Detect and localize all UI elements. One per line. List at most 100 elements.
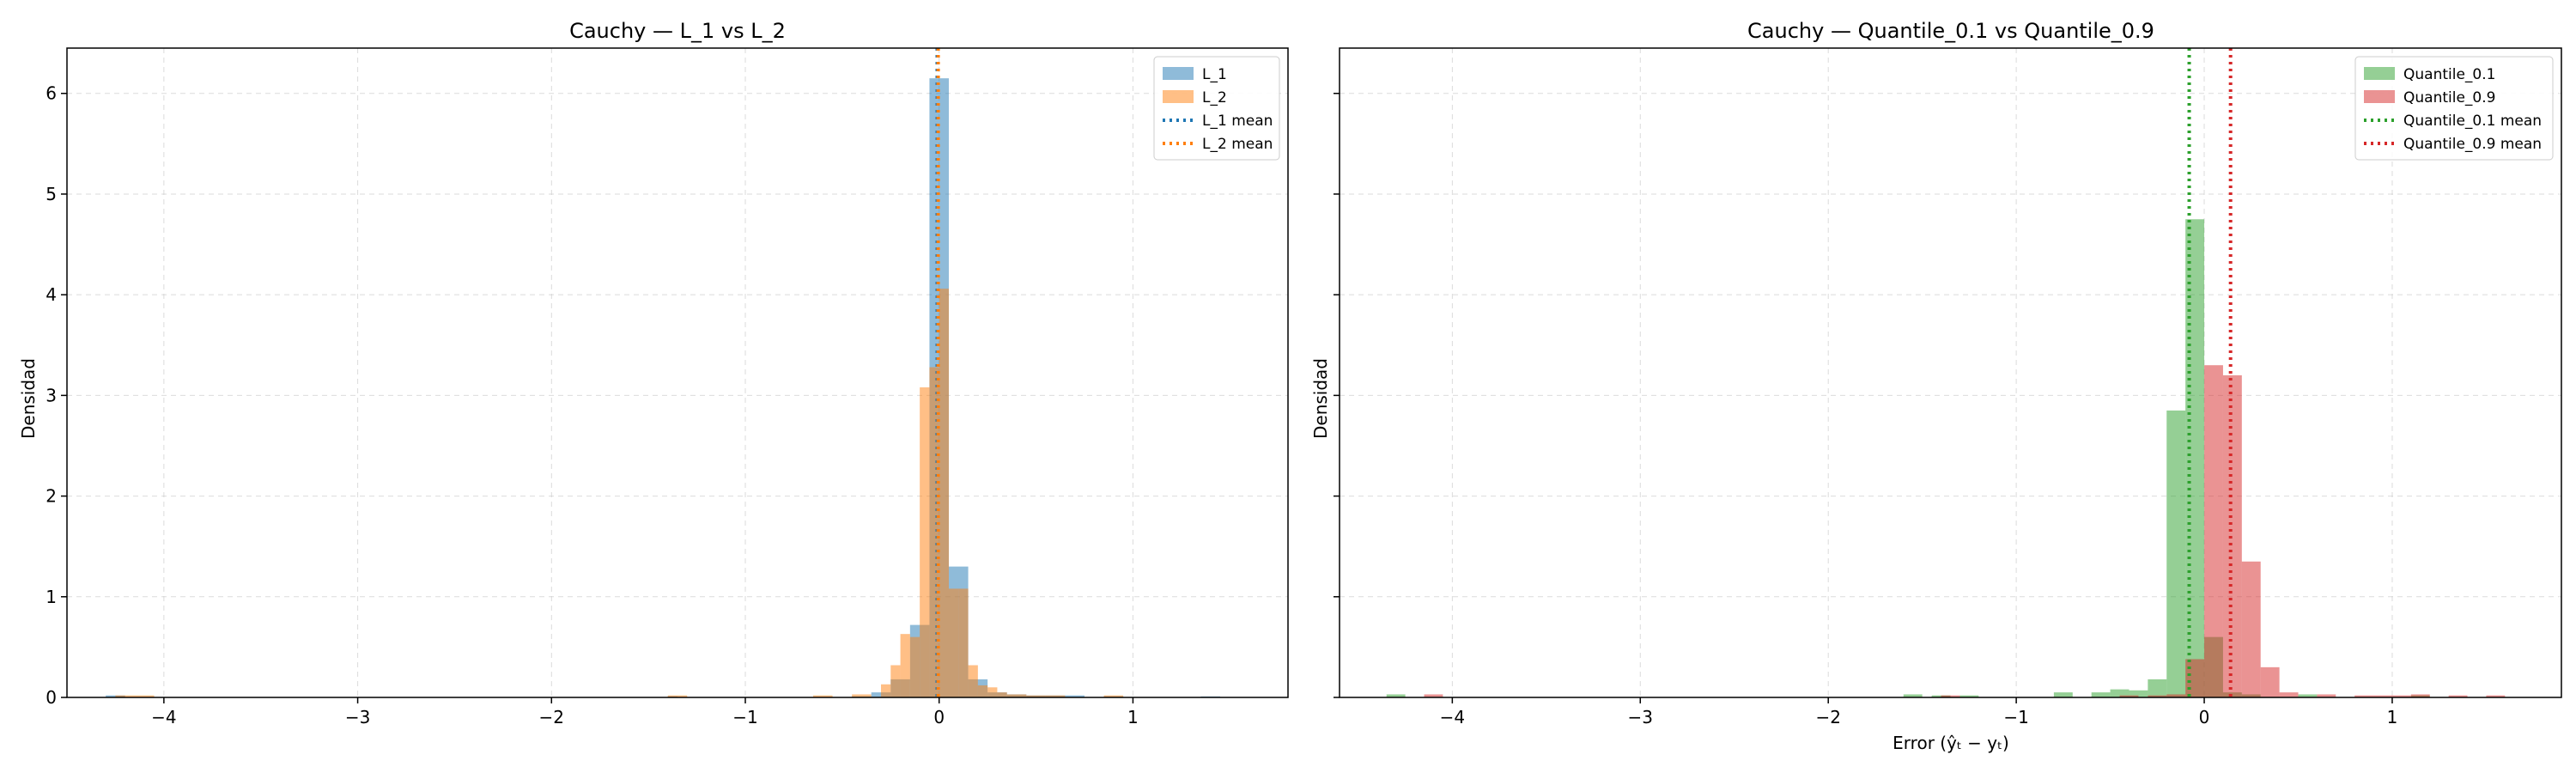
left-legend-swatch-l-1: [1163, 67, 1194, 80]
right-chart-title: Cauchy — Quantile_0.1 vs Quantile_0.9: [1747, 19, 2154, 43]
left-bar-l-2-2: [813, 695, 833, 697]
left-x-tick-label-1: −3: [345, 707, 370, 727]
right-bar-quantile-0-1-8: [2148, 679, 2167, 697]
right-bar-quantile-0-1-5: [2091, 692, 2111, 697]
left-bar-l-2-6: [900, 634, 910, 697]
left-x-tick-label-3: −1: [732, 707, 757, 727]
right-legend-label-quantile-0-9-mean: Quantile_0.9 mean: [2403, 136, 2542, 153]
right-legend-swatch-quantile-0-9: [2364, 90, 2395, 103]
left-y-tick-label-1: 1: [46, 587, 57, 607]
right-bar-quantile-0-1-1: [1903, 694, 1923, 697]
left-bar-l-2-8: [920, 386, 930, 697]
left-y-tick-label-0: 0: [46, 687, 57, 708]
right-bar-quantile-0-1-4: [2053, 692, 2073, 697]
left-bar-l-2-11: [949, 588, 959, 697]
left-legend: L_1 L_2 L_1 mean L_2 mean: [1153, 56, 1280, 161]
right-bar-quantile-0-9-9: [2260, 666, 2280, 697]
right-bar-quantile-0-1-7: [2129, 690, 2148, 697]
left-bar-l-2-9: [929, 367, 939, 697]
left-bar-l-2-10: [939, 289, 949, 697]
right-bar-quantile-0-9-15: [2410, 694, 2430, 697]
right-bar-quantile-0-9-4: [2166, 694, 2186, 697]
right-x-tick-label-4: 0: [2199, 707, 2210, 727]
left-y-tick-label-4: 4: [46, 284, 57, 305]
right-bar-quantile-0-9-5: [2185, 659, 2205, 697]
right-bar-quantile-0-1-6: [2110, 689, 2129, 697]
left-bar-l-2-12: [958, 588, 969, 697]
left-plot-frame: [66, 47, 1289, 698]
left-bar-l-2-1: [667, 695, 688, 697]
left-bar-l-2-19: [1045, 695, 1066, 697]
left-legend-label-l-1-mean: L_1 mean: [1202, 113, 1273, 130]
left-bar-l-2-4: [881, 684, 891, 697]
left-x-ticks: −4 −3 −2 −1 0 1: [151, 697, 1139, 727]
left-bar-l-2-5: [890, 665, 901, 697]
left-bar-l-2-18: [1026, 695, 1046, 697]
left-chart-title: Cauchy — L_1 vs L_2: [569, 19, 786, 43]
right-y-ticks: [1334, 92, 1340, 698]
right-x-axis-label: Error (ŷₜ − yₜ): [1893, 733, 2009, 753]
left-legend-label-l-2-mean: L_2 mean: [1202, 136, 1273, 153]
right-bar-quantile-0-9-17: [2486, 695, 2506, 697]
right-x-tick-label-0: −4: [1440, 707, 1465, 727]
right-x-tick-label-1: −3: [1628, 707, 1653, 727]
right-bar-quantile-0-9-14: [2391, 695, 2411, 697]
left-grid: [67, 48, 1288, 698]
left-bar-l-2-16: [997, 692, 1007, 697]
right-legend-swatch-quantile-0-1: [2364, 67, 2395, 80]
left-x-tick-label-5: 1: [1127, 707, 1139, 727]
right-y-axis-label: Densidad: [1310, 358, 1331, 439]
right-plot-frame: [1339, 47, 2562, 698]
right-bar-quantile-0-1-9: [2166, 410, 2186, 697]
left-bar-l-2-17: [1006, 694, 1027, 697]
left-bar-l-2-13: [968, 665, 978, 697]
left-bar-l-1-13: [1065, 695, 1084, 697]
left-y-tick-label-2: 2: [46, 486, 57, 507]
left-y-tick-label-3: 3: [46, 385, 57, 405]
right-legend-label-quantile-0-9: Quantile_0.9: [2403, 89, 2495, 107]
right-x-tick-label-3: −1: [2003, 707, 2028, 727]
left-mean-lines: [935, 48, 940, 697]
right-legend: Quantile_0.1 Quantile_0.9 Quantile_0.1 mea…: [2354, 56, 2554, 161]
right-bar-quantile-0-9-1: [1941, 695, 1960, 697]
left-bars: [106, 78, 1220, 698]
left-legend-label-l-1: L_1: [1202, 66, 1227, 83]
left-bar-l-2-14: [977, 685, 988, 697]
right-x-ticks: −4 −3 −2 −1 0 1: [1440, 697, 2398, 727]
left-y-axis-label: Densidad: [18, 358, 39, 439]
left-x-tick-label-0: −4: [151, 707, 176, 727]
right-bar-quantile-0-9-8: [2241, 561, 2261, 697]
right-bar-quantile-0-9-3: [2148, 695, 2167, 697]
right-legend-label-quantile-0-1: Quantile_0.1: [2403, 66, 2495, 83]
left-bar-l-2-15: [987, 687, 998, 697]
left-y-tick-label-5: 5: [46, 184, 57, 204]
right-bar-quantile-0-9-0: [1424, 694, 1443, 697]
right-bar-quantile-0-9-6: [2204, 365, 2223, 697]
right-bar-quantile-0-1-2: [1931, 695, 1951, 697]
left-chart-panel: Cauchy — L_1 vs L_2 Densidad −4 −3 −2 −1 0 1 …: [18, 19, 1289, 727]
right-bar-quantile-0-1-14: [2298, 694, 2318, 697]
right-bars: [1386, 219, 2506, 698]
right-bar-quantile-0-9-2: [2119, 695, 2139, 697]
left-y-ticks: 0 1 2 3 4 5 6: [46, 83, 67, 708]
right-bar-quantile-0-9-7: [2222, 374, 2242, 697]
right-bar-quantile-0-9-11: [2317, 694, 2336, 697]
right-bar-quantile-0-9-12: [2354, 695, 2374, 697]
left-x-tick-label-4: 0: [933, 707, 945, 727]
right-x-tick-label-5: 1: [2387, 707, 2398, 727]
right-x-tick-label-2: −2: [1815, 707, 1840, 727]
left-legend-label-l-2: L_2: [1202, 89, 1227, 107]
left-bar-l-2-7: [909, 636, 920, 697]
right-legend-label-quantile-0-1-mean: Quantile_0.1 mean: [2403, 113, 2542, 130]
right-legend-box: [2354, 56, 2554, 161]
right-bar-quantile-0-1-0: [1386, 694, 1406, 697]
left-legend-swatch-l-2: [1163, 90, 1194, 103]
left-legend-box: [1153, 56, 1280, 161]
left-bar-l-2-20: [1103, 695, 1124, 697]
right-bar-quantile-0-9-13: [2373, 695, 2392, 697]
right-bar-quantile-0-9-10: [2279, 692, 2299, 697]
right-bar-quantile-0-1-3: [1959, 695, 1979, 697]
right-bar-quantile-0-9-16: [2448, 695, 2468, 697]
left-x-tick-label-2: −2: [539, 707, 564, 727]
